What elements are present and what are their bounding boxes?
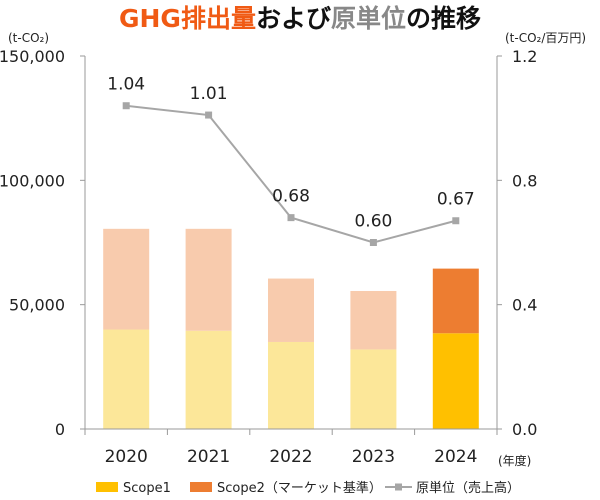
intensity-data-label: 1.01 bbox=[190, 84, 228, 104]
y-axis-right-label: (t-CO₂/百万円) bbox=[505, 31, 586, 45]
x-tick-label: 2020 bbox=[105, 447, 148, 467]
intensity-data-label: 0.68 bbox=[272, 187, 310, 207]
bar-scope2-2023 bbox=[350, 290, 397, 350]
intensity-line bbox=[126, 104, 457, 244]
intensity-data-label: 1.04 bbox=[107, 75, 145, 95]
x-tick-label: 2023 bbox=[352, 447, 395, 467]
intensity-marker-2022 bbox=[287, 214, 295, 222]
intensity-data-label: 0.60 bbox=[354, 212, 392, 232]
intensity-marker-2023 bbox=[369, 239, 377, 246]
chart-title: GHG排出量および原単位の推移 bbox=[0, 2, 600, 36]
bar-scope2-2022 bbox=[268, 278, 314, 342]
legend-swatch-scope2 bbox=[190, 482, 212, 492]
line-layer bbox=[122, 102, 460, 246]
x-tick-label: 2024 bbox=[434, 447, 477, 467]
legend-label-scope2: Scope2（マーケット基準） bbox=[217, 480, 382, 496]
legend: Scope1 Scope2（マーケット基準） 原単位（売上高） bbox=[96, 480, 520, 496]
chart-title-and: および bbox=[255, 4, 331, 33]
bars-layer bbox=[103, 228, 479, 429]
chart-title-ghg: GHG排出量 bbox=[118, 4, 256, 33]
y-tick-label-right: 0.8 bbox=[512, 171, 537, 190]
y-axis-left-label: (t-CO₂) bbox=[8, 31, 49, 45]
intensity-data-label: 0.67 bbox=[437, 190, 475, 210]
legend-swatch-scope1 bbox=[96, 482, 118, 492]
intensity-marker-2024 bbox=[452, 217, 460, 225]
y-tick-label-right: 0.0 bbox=[512, 420, 537, 439]
intensity-marker-2021 bbox=[205, 111, 213, 119]
bar-scope1-2020 bbox=[103, 329, 150, 429]
bar-scope2-2021 bbox=[185, 228, 232, 331]
bar-scope1-2022 bbox=[268, 341, 314, 429]
y-tick-label-left: 50,000 bbox=[9, 296, 65, 315]
chart-title-intensity: 原単位 bbox=[330, 4, 406, 33]
bar-scope1-2021 bbox=[185, 330, 232, 429]
y-tick-label-right: 1.2 bbox=[512, 47, 537, 66]
text-layer: 0 50,000 100,000 150,000 0.0 0.4 0.8 1.2 2020 202… bbox=[0, 31, 586, 468]
bar-scope2-2024 bbox=[432, 268, 479, 334]
x-tick-label: 2022 bbox=[269, 447, 312, 467]
axes-layer bbox=[80, 55, 502, 435]
legend-label-scope1: Scope1 bbox=[123, 481, 171, 496]
intensity-marker-2020 bbox=[122, 102, 130, 110]
bar-scope2-2020 bbox=[103, 228, 150, 330]
x-tick-label: 2021 bbox=[187, 447, 230, 467]
y-tick-label-right: 0.4 bbox=[512, 296, 537, 315]
x-axis-label: (年度) bbox=[498, 453, 531, 468]
bar-scope1-2024 bbox=[432, 333, 479, 429]
y-tick-label-left: 0 bbox=[55, 420, 65, 439]
legend-label-intensity: 原単位（売上高） bbox=[416, 480, 520, 496]
legend-marker-intensity bbox=[395, 483, 402, 491]
y-tick-label-left: 100,000 bbox=[0, 171, 65, 190]
chart-title-trend: の推移 bbox=[405, 4, 481, 33]
y-tick-label-left: 150,000 bbox=[0, 47, 65, 66]
bar-scope1-2023 bbox=[350, 349, 397, 429]
